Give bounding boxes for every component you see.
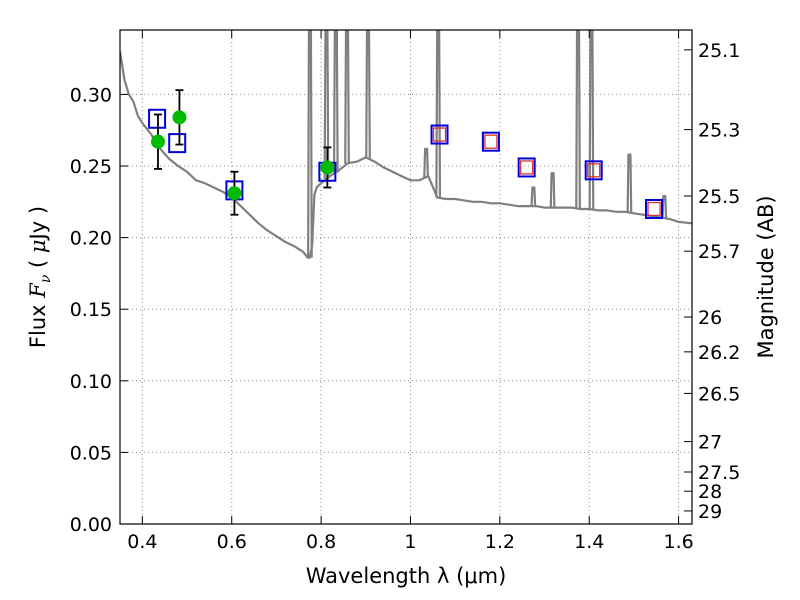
- mag-tick-label: 25.7: [698, 241, 740, 263]
- observed-photometry-point: [320, 160, 335, 175]
- mag-tick-label: 25.5: [698, 186, 740, 208]
- emission-line-spike: [307, 30, 313, 258]
- emission-line-spike: [323, 30, 330, 179]
- y-tick-label: 0.10: [70, 371, 112, 393]
- observed-photometry-point: [150, 134, 165, 149]
- synthetic-photometry-square: [517, 157, 536, 178]
- synthetic-photometry-square: [584, 160, 603, 181]
- emission-line-spike: [530, 186, 537, 207]
- x-tick-label: 1: [404, 531, 416, 553]
- mag-tick-label: 26: [698, 307, 722, 329]
- synthetic-photometry-square: [168, 133, 187, 154]
- mag-tick-label: 26.2: [698, 342, 740, 364]
- emission-line-spike: [575, 30, 581, 209]
- y-label-paren-open: (: [26, 253, 50, 275]
- axis-ticks: [120, 30, 692, 525]
- predicted-photometry-square: [587, 163, 601, 178]
- y-axis-label: Flux Fν ( μJy ): [26, 206, 54, 348]
- emission-line-spike: [626, 153, 633, 213]
- x-tick-label: 0.8: [306, 531, 336, 553]
- tick-labels: 0.4 0.6 0.8 1 1.2 1.4 1.6 0.00 0.05 0.10 0.15 0.20 0…: [70, 40, 741, 553]
- mag-tick-label: 27.5: [698, 462, 740, 484]
- predicted-photometry-square: [484, 134, 498, 149]
- mag-tick-label: 28: [698, 481, 722, 503]
- synthetic-photometry-square: [481, 131, 500, 152]
- observed-photometry-point: [172, 110, 187, 125]
- mag-tick-label: 29: [698, 501, 722, 523]
- predicted-photometry-square: [520, 160, 534, 175]
- emission-line-spike: [344, 30, 350, 164]
- emission-lines: [307, 30, 668, 258]
- y-tick-label: 0.25: [70, 156, 112, 178]
- plot-area: [120, 30, 692, 259]
- emission-line-spike: [365, 30, 371, 159]
- observed-photometry-point: [227, 186, 242, 201]
- x-tick-label: 0.6: [217, 531, 247, 553]
- emission-line-spike: [332, 30, 339, 173]
- y-tick-label: 0.15: [70, 299, 112, 321]
- y-tick-label: 0.30: [70, 84, 112, 106]
- x-tick-label: 1.4: [574, 531, 604, 553]
- synthetic-photometry-square: [430, 124, 449, 145]
- y-tick-label: 0.05: [70, 442, 112, 464]
- y-label-f: F: [26, 282, 50, 299]
- x-axis-label: Wavelength λ (μm): [306, 564, 507, 588]
- y-label-nu: ν: [38, 274, 54, 283]
- x-tick-label: 1.6: [663, 531, 693, 553]
- y-label-flux: Flux: [26, 298, 50, 348]
- mag-tick-label: 27: [698, 432, 722, 454]
- mag-tick-label: 26.5: [698, 383, 740, 405]
- predicted-photometry-square: [432, 127, 447, 142]
- x-tick-label: 1.2: [485, 531, 515, 553]
- mag-tick-label: 25.3: [698, 120, 740, 142]
- predicted-photometry-square: [647, 201, 661, 217]
- emission-line-spike: [549, 172, 556, 208]
- y-label-mu: μ: [26, 239, 50, 253]
- y-label-unit: Jy ): [26, 206, 50, 242]
- synthetic-photometry-square: [645, 198, 664, 219]
- photometry-markers: [148, 89, 664, 219]
- model-sed-line: [120, 51, 692, 259]
- plot-frame: [119, 29, 693, 525]
- x-tick-label: 0.4: [127, 531, 157, 553]
- mag-tick-label: 25.1: [698, 40, 740, 62]
- emission-line-spike: [423, 147, 429, 178]
- y-tick-label: 0.00: [70, 514, 112, 536]
- emission-line-spike: [435, 30, 442, 198]
- y2-axis-label: Magnitude (AB): [754, 195, 778, 358]
- emission-line-spike: [588, 30, 595, 210]
- y-tick-label: 0.20: [70, 228, 112, 250]
